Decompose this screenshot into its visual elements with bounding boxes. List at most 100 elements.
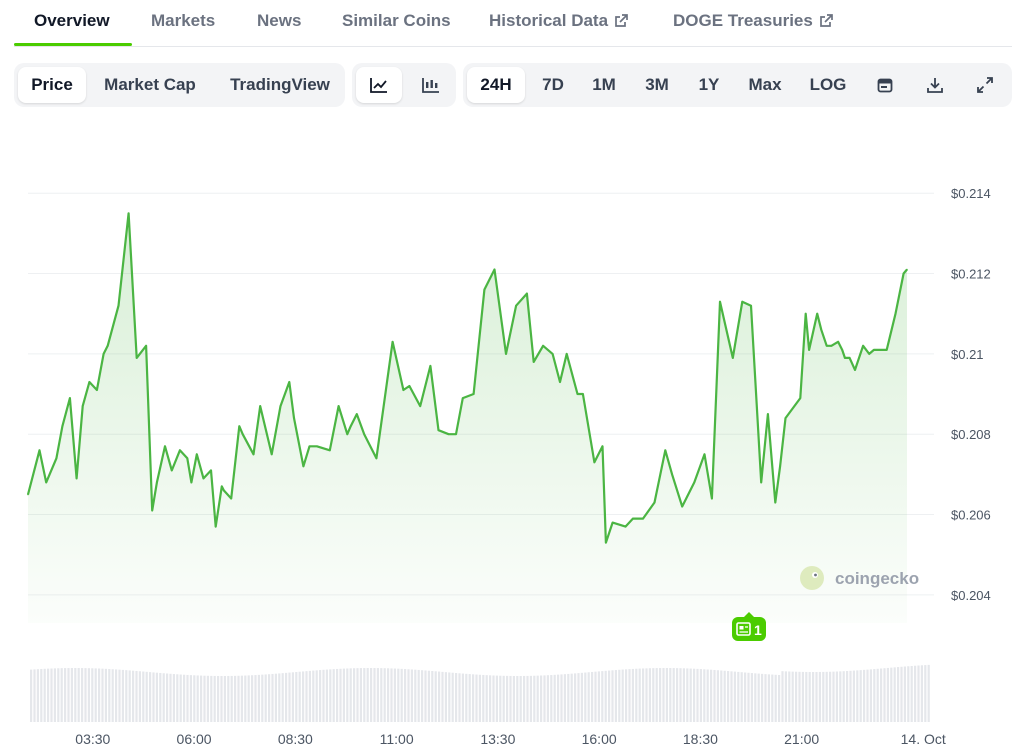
candlestick-icon [422,78,439,93]
price-point [346,433,349,436]
price-point [88,381,91,383]
volume-bar [665,668,668,722]
log-scale-button[interactable]: LOG [809,75,847,94]
volume-bar [74,668,77,722]
volume-bar [869,669,872,722]
volume-bar [526,675,529,722]
volume-bar [461,673,464,722]
price-point [293,417,295,419]
volume-bar [740,672,743,722]
volume-bar [336,668,339,722]
volume-bar [257,674,260,722]
range-24h-button[interactable]: 24H [467,67,525,103]
volume-bar [638,668,641,722]
volume-bar [693,668,696,722]
volume-bar [903,666,906,722]
volume-bar [387,668,390,722]
price-point [190,481,193,484]
range-7d-button[interactable]: 7D [542,75,564,94]
volume-bar [489,675,492,722]
price-point [455,433,457,436]
volume-bar [203,675,206,722]
range-max-button[interactable]: Max [748,75,782,94]
volume-bar [784,671,787,722]
volume-bar [455,673,458,722]
price-point [820,328,823,331]
price-point [808,349,810,351]
tab-doge-treasuries[interactable]: DOGE Treasuries [673,11,833,31]
news-badge[interactable]: 1 [732,612,766,641]
download-icon [927,78,943,93]
volume-bar [679,668,682,722]
y-axis: $0.204 $0.206 $0.208 $0.21 $0.212 $0.214 [951,186,991,603]
candlestick-button[interactable] [408,67,454,103]
volume-bar [363,668,366,722]
volume-bar [240,675,243,722]
x-tick-label: 21:00 [784,731,819,747]
volume-bar [597,671,600,722]
price-point [391,341,394,343]
volume-bar [444,672,447,722]
volume-bar [570,673,573,722]
volume-bar [305,671,308,722]
volume-bar [897,667,900,722]
price-point [252,453,255,456]
range-3m-button[interactable]: 3M [645,75,669,94]
tab-overview[interactable]: Overview [34,11,110,30]
tab-historical-data[interactable]: Historical Data [489,11,628,31]
volume-bar [132,670,135,722]
tradingview-button[interactable]: TradingView [230,75,330,94]
volume-bar [285,672,288,722]
expand-button[interactable] [965,67,1005,103]
volume-bar [152,672,155,722]
volume-bar [669,668,672,722]
tab-markets[interactable]: Markets [151,11,216,30]
volume-bar [495,675,498,722]
volume-bar [832,671,835,722]
volume-bar [94,668,97,722]
volume-bar [710,669,713,722]
tab-news[interactable]: News [257,11,302,30]
volume-bar [723,670,726,722]
volume-bar [434,671,437,722]
volume-bar [883,668,886,722]
volume-bar [533,675,536,722]
range-1y-button[interactable]: 1Y [698,75,720,94]
tab-similar-coins[interactable]: Similar Coins [342,11,451,30]
volume-bar [876,668,879,722]
price-point [288,381,291,383]
price-point [349,425,352,427]
price-point [447,433,450,436]
volume-bar [648,668,651,722]
market-cap-button[interactable]: Market Cap [104,75,196,94]
volume-bar [536,675,539,722]
x-tick-label: 03:30 [75,731,110,747]
volume-bar [247,675,250,722]
download-button[interactable] [915,67,955,103]
volume-bar [155,672,158,722]
volume-bar [818,671,821,722]
price-button[interactable]: Price [18,67,86,103]
volume-bar [84,668,87,722]
price-point [117,304,120,307]
line-chart-button[interactable] [356,67,402,103]
x-tick-label: 18:30 [683,731,718,747]
calendar-button[interactable] [865,67,905,103]
volume-bar [546,675,549,722]
range-1m-button[interactable]: 1M [592,75,616,94]
volume-bar [118,669,121,722]
price-point [885,349,888,351]
volume-bar [390,668,393,722]
price-point [611,521,614,524]
volume-bar [213,675,216,722]
volume-bar [166,673,169,722]
price-point [825,345,828,347]
volume-bar [380,668,383,722]
price-point [902,272,905,275]
volume-bar [618,669,621,722]
volume-bar [410,669,413,722]
volume-bar [441,671,444,722]
volume-bar [404,669,407,722]
price-line[interactable] [26,212,908,544]
volume-bar [169,673,172,722]
